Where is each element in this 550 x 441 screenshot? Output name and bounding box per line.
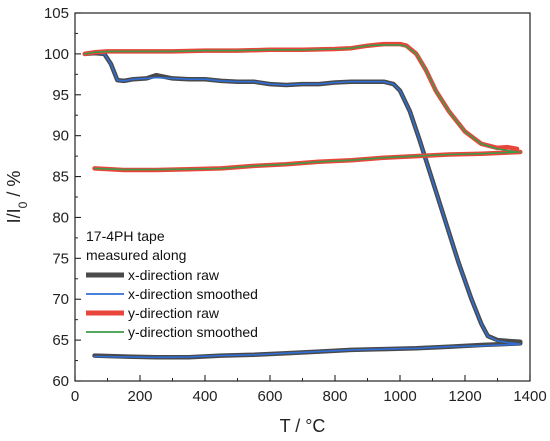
x-tick-label-7: 1400 — [513, 388, 546, 405]
x-tick-label-6: 1200 — [448, 388, 481, 405]
x-tick-label-2: 400 — [192, 388, 217, 405]
x-tick-label-0: 0 — [71, 388, 79, 405]
ticks-layer: 0 200 400 600 800 1000 1200 1400 60 65 70 75 80 85 90 9… — [44, 5, 547, 405]
y-tick-label-5: 85 — [52, 169, 69, 186]
y-tick-label-6: 90 — [52, 128, 69, 145]
y-tick-label-1: 65 — [52, 332, 69, 349]
y-tick-label-0: 60 — [52, 373, 69, 390]
series-layer — [82, 41, 523, 360]
y-tick-label-3: 75 — [52, 250, 69, 267]
y-tick-label-4: 80 — [52, 209, 69, 226]
y-axis-title-main: I/I — [4, 208, 24, 223]
legend-title-line-2: measured along — [86, 247, 186, 263]
x-tick-label-5: 1000 — [383, 388, 416, 405]
y-tick-label-2: 70 — [52, 291, 69, 308]
series-line-2-segment-1 — [84, 52, 522, 345]
y-tick-label-8: 100 — [44, 46, 69, 63]
x-axis-title: T / °C — [280, 416, 326, 436]
x-tick-label-4: 800 — [322, 388, 347, 405]
y-axis-title-rest: / % — [4, 171, 24, 202]
legend: 17-4PH tape measured along x-direction raw… — [86, 228, 258, 340]
legend-label-1: x-direction raw — [128, 267, 220, 283]
series-line-2-segment-2 — [93, 343, 522, 359]
legend-title-line-1: 17-4PH tape — [86, 228, 165, 244]
legend-label-3: y-direction raw — [128, 305, 220, 321]
legend-label-2: x-direction smoothed — [128, 286, 258, 302]
x-tick-label-3: 600 — [257, 388, 282, 405]
y-axis-title-sub: 0 — [16, 201, 30, 208]
series-line-4-segment-2 — [93, 151, 522, 171]
y-axis-title: I/I0 / % — [4, 171, 30, 224]
x-tick-label-1: 200 — [127, 388, 152, 405]
series-line-4-segment-1 — [84, 44, 518, 153]
y-tick-label-7: 95 — [52, 87, 69, 104]
y-tick-label-9: 105 — [44, 5, 69, 22]
legend-label-4: y-direction smoothed — [128, 324, 258, 340]
